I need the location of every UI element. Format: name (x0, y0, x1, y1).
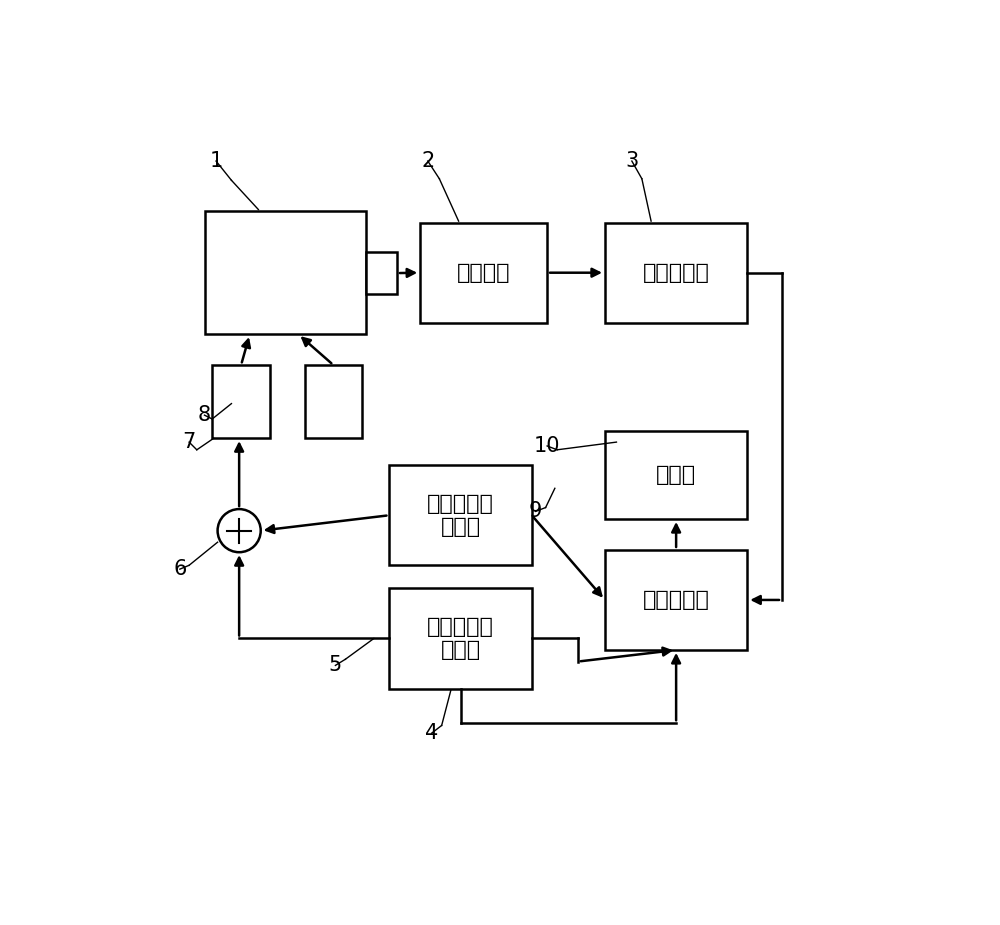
Bar (212, 365, 270, 438)
Bar (305, 365, 362, 438)
Text: 计算机: 计算机 (656, 465, 696, 485)
Bar (420, 223, 547, 323)
Bar (605, 430, 747, 519)
Bar (389, 465, 532, 565)
Bar (605, 223, 747, 323)
Text: 锯齿波信号
发生器: 锯齿波信号 发生器 (427, 617, 494, 660)
Bar (389, 588, 532, 688)
Text: 10: 10 (534, 436, 560, 456)
Bar (205, 211, 366, 334)
Text: 正弦波信号
发生器: 正弦波信号 发生器 (427, 494, 494, 536)
Text: 2: 2 (421, 151, 434, 171)
Text: 5: 5 (329, 656, 342, 675)
Text: 8: 8 (198, 405, 211, 426)
Text: 3: 3 (625, 151, 638, 171)
Bar (605, 549, 747, 650)
Text: 光电探测器: 光电探测器 (643, 263, 710, 283)
Text: 4: 4 (425, 723, 438, 743)
Text: 6: 6 (173, 559, 187, 579)
Text: 7: 7 (182, 432, 196, 452)
Text: 9: 9 (529, 501, 542, 522)
Text: 散射介质: 散射介质 (457, 263, 510, 283)
Text: 数据采集卡: 数据采集卡 (643, 590, 710, 610)
Text: 1: 1 (209, 151, 223, 171)
Bar (366, 252, 397, 294)
